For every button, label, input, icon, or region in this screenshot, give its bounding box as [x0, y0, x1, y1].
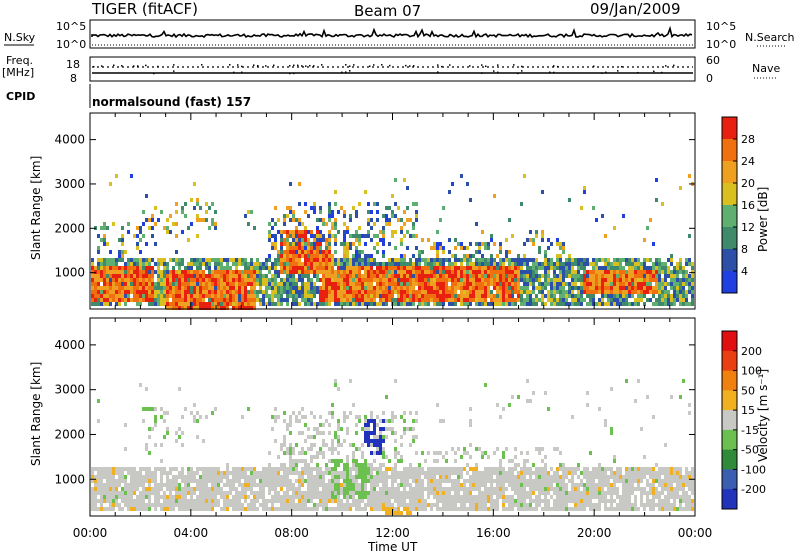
velocity-colorbar-segment	[722, 390, 737, 411]
power-colorbar-tick: 8	[741, 243, 748, 256]
x-tick-label: 08:00	[274, 526, 309, 540]
freq-bottom-tick: 8	[70, 72, 77, 85]
velocity-colorbar-tick: 15	[741, 404, 755, 417]
power-colorbar-segment	[722, 249, 737, 272]
power-colorbar-segment	[722, 271, 737, 294]
power-colorbar-segment	[722, 205, 737, 228]
noise-strip	[89, 19, 696, 49]
power-ytick-label: 1000	[54, 266, 85, 280]
power-colorbar-tick: 24	[741, 155, 755, 168]
velocity-colorbar-segment	[722, 429, 737, 451]
velocity-ytick-label: 2000	[54, 427, 85, 441]
nave-top-tick: 60	[706, 54, 720, 67]
power-colorbar-tick: 4	[741, 265, 748, 278]
x-tick-label: 20:00	[577, 526, 612, 540]
radar-title: TIGER (fitACF)	[91, 0, 198, 18]
x-tick-label: 04:00	[174, 526, 209, 540]
velocity-colorbar-tick: -200	[741, 483, 766, 496]
power-colorbar: 4 8 12 16 20 24 28	[721, 116, 755, 294]
velocity-colorbar-tick: 200	[741, 345, 762, 358]
velocity-ylabel: Slant Range [km]	[29, 362, 43, 466]
x-tick-label: 00:00	[678, 526, 713, 540]
x-tick-label: 16:00	[476, 526, 511, 540]
velocity-ytick-label: 1000	[54, 472, 85, 486]
velocity-colorbar-tick: -50	[741, 444, 759, 457]
velocity-colorbar-tick: 50	[741, 384, 755, 397]
nsky-label: N.Sky	[4, 31, 36, 44]
power-ytick-label: 2000	[54, 221, 85, 235]
power-ytick-label: 4000	[54, 133, 85, 147]
velocity-colorbar-segment	[722, 350, 737, 372]
velocity-colorbar: 200 100 50 15 -15 -50 -100 -200	[721, 330, 766, 510]
velocity-heatmap	[91, 379, 694, 515]
power-colorbar-tick: 16	[741, 199, 755, 212]
velocity-colorbar-label: Velocity [m s⁻¹]	[756, 369, 770, 462]
velocity-colorbar-tick: 100	[741, 365, 762, 378]
power-colorbar-segment	[722, 139, 737, 162]
noise-trace	[91, 25, 693, 39]
velocity-colorbar-tick: -15	[741, 424, 759, 437]
velocity-ytick-label: 4000	[54, 338, 85, 352]
power-heatmap	[91, 174, 694, 310]
velocity-colorbar-tick: -100	[741, 463, 766, 476]
velocity-colorbar-segment	[722, 469, 737, 490]
x-axis-label: Time UT	[367, 540, 418, 554]
power-panel: 1000 2000 3000 4000	[54, 112, 696, 310]
power-colorbar-tick: 20	[741, 177, 755, 190]
freq-label-2: [MHz]	[2, 66, 34, 79]
power-colorbar-label: Power [dB]	[756, 187, 770, 252]
velocity-colorbar-segment	[722, 489, 737, 510]
x-tick-label: 12:00	[375, 526, 410, 540]
power-colorbar-tick: 28	[741, 133, 755, 146]
power-colorbar-tick: 12	[741, 221, 755, 234]
freq-strip	[89, 56, 696, 82]
velocity-panel: 1000 2000 3000 4000	[54, 317, 696, 517]
freq-label-1: Freq.	[6, 54, 33, 67]
nave-bottom-tick: 0	[706, 72, 713, 85]
date-label: 09/Jan/2009	[590, 0, 681, 18]
velocity-colorbar-segment	[722, 331, 737, 352]
velocity-colorbar-segment	[722, 449, 737, 470]
beam-label: Beam 07	[354, 2, 421, 20]
x-tick-label: 00:00	[73, 526, 108, 540]
power-colorbar-segment	[722, 227, 737, 250]
power-ylabel: Slant Range [km]	[29, 156, 43, 260]
velocity-colorbar-segment	[722, 370, 737, 391]
nsearch-top-tick: 10^5	[706, 20, 736, 33]
power-colorbar-segment	[722, 161, 737, 184]
power-ytick-label: 3000	[54, 177, 85, 191]
power-colorbar-segment	[722, 183, 737, 206]
velocity-ytick-label: 3000	[54, 383, 85, 397]
power-colorbar-segment	[722, 117, 737, 140]
nsearch-bottom-tick: 10^0	[706, 38, 736, 51]
cpid-label: CPID	[6, 90, 35, 103]
nsky-bottom-tick: 10^0	[56, 38, 86, 51]
freq-top-tick: 18	[66, 58, 80, 71]
nsky-top-tick: 10^5	[56, 20, 86, 33]
nsearch-label: N.Search	[745, 31, 795, 44]
cpid-value: normalsound (fast) 157	[92, 95, 251, 109]
velocity-colorbar-segment	[722, 410, 737, 431]
nave-label: Nave	[752, 62, 780, 75]
